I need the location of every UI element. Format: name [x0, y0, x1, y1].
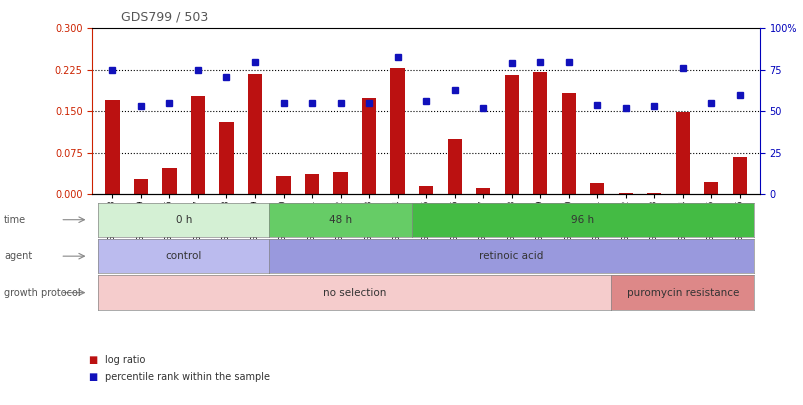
Bar — [532, 72, 547, 194]
Text: log ratio: log ratio — [104, 356, 145, 365]
Bar — [418, 186, 433, 194]
Text: ■: ■ — [88, 356, 98, 365]
Text: 0 h: 0 h — [175, 215, 192, 225]
Text: ■: ■ — [88, 372, 98, 382]
Text: GDS799 / 503: GDS799 / 503 — [120, 10, 208, 23]
Bar — [219, 122, 234, 194]
Bar — [105, 100, 120, 194]
Bar — [133, 179, 148, 194]
Text: control: control — [165, 251, 202, 261]
Bar — [703, 182, 718, 194]
Bar — [333, 172, 347, 194]
Bar — [732, 157, 746, 194]
Text: 48 h: 48 h — [328, 215, 352, 225]
Text: 96 h: 96 h — [571, 215, 593, 225]
Text: growth protocol: growth protocol — [4, 288, 80, 298]
Bar — [646, 193, 661, 194]
Text: time: time — [4, 215, 26, 225]
Bar — [560, 93, 575, 194]
Text: retinoic acid: retinoic acid — [479, 251, 543, 261]
Bar — [447, 139, 461, 194]
Bar — [504, 75, 518, 194]
Bar — [361, 98, 376, 194]
Bar — [190, 96, 205, 194]
Text: agent: agent — [4, 251, 32, 261]
Bar — [276, 176, 291, 194]
Text: no selection: no selection — [323, 288, 386, 298]
Bar — [247, 74, 262, 194]
Bar — [390, 68, 404, 194]
Bar — [304, 174, 319, 194]
Bar — [162, 168, 177, 194]
Bar — [675, 113, 689, 194]
Bar — [475, 188, 490, 194]
Text: percentile rank within the sample: percentile rank within the sample — [104, 372, 269, 382]
Bar — [618, 193, 632, 194]
Text: puromycin resistance: puromycin resistance — [626, 288, 738, 298]
Bar — [589, 183, 604, 194]
